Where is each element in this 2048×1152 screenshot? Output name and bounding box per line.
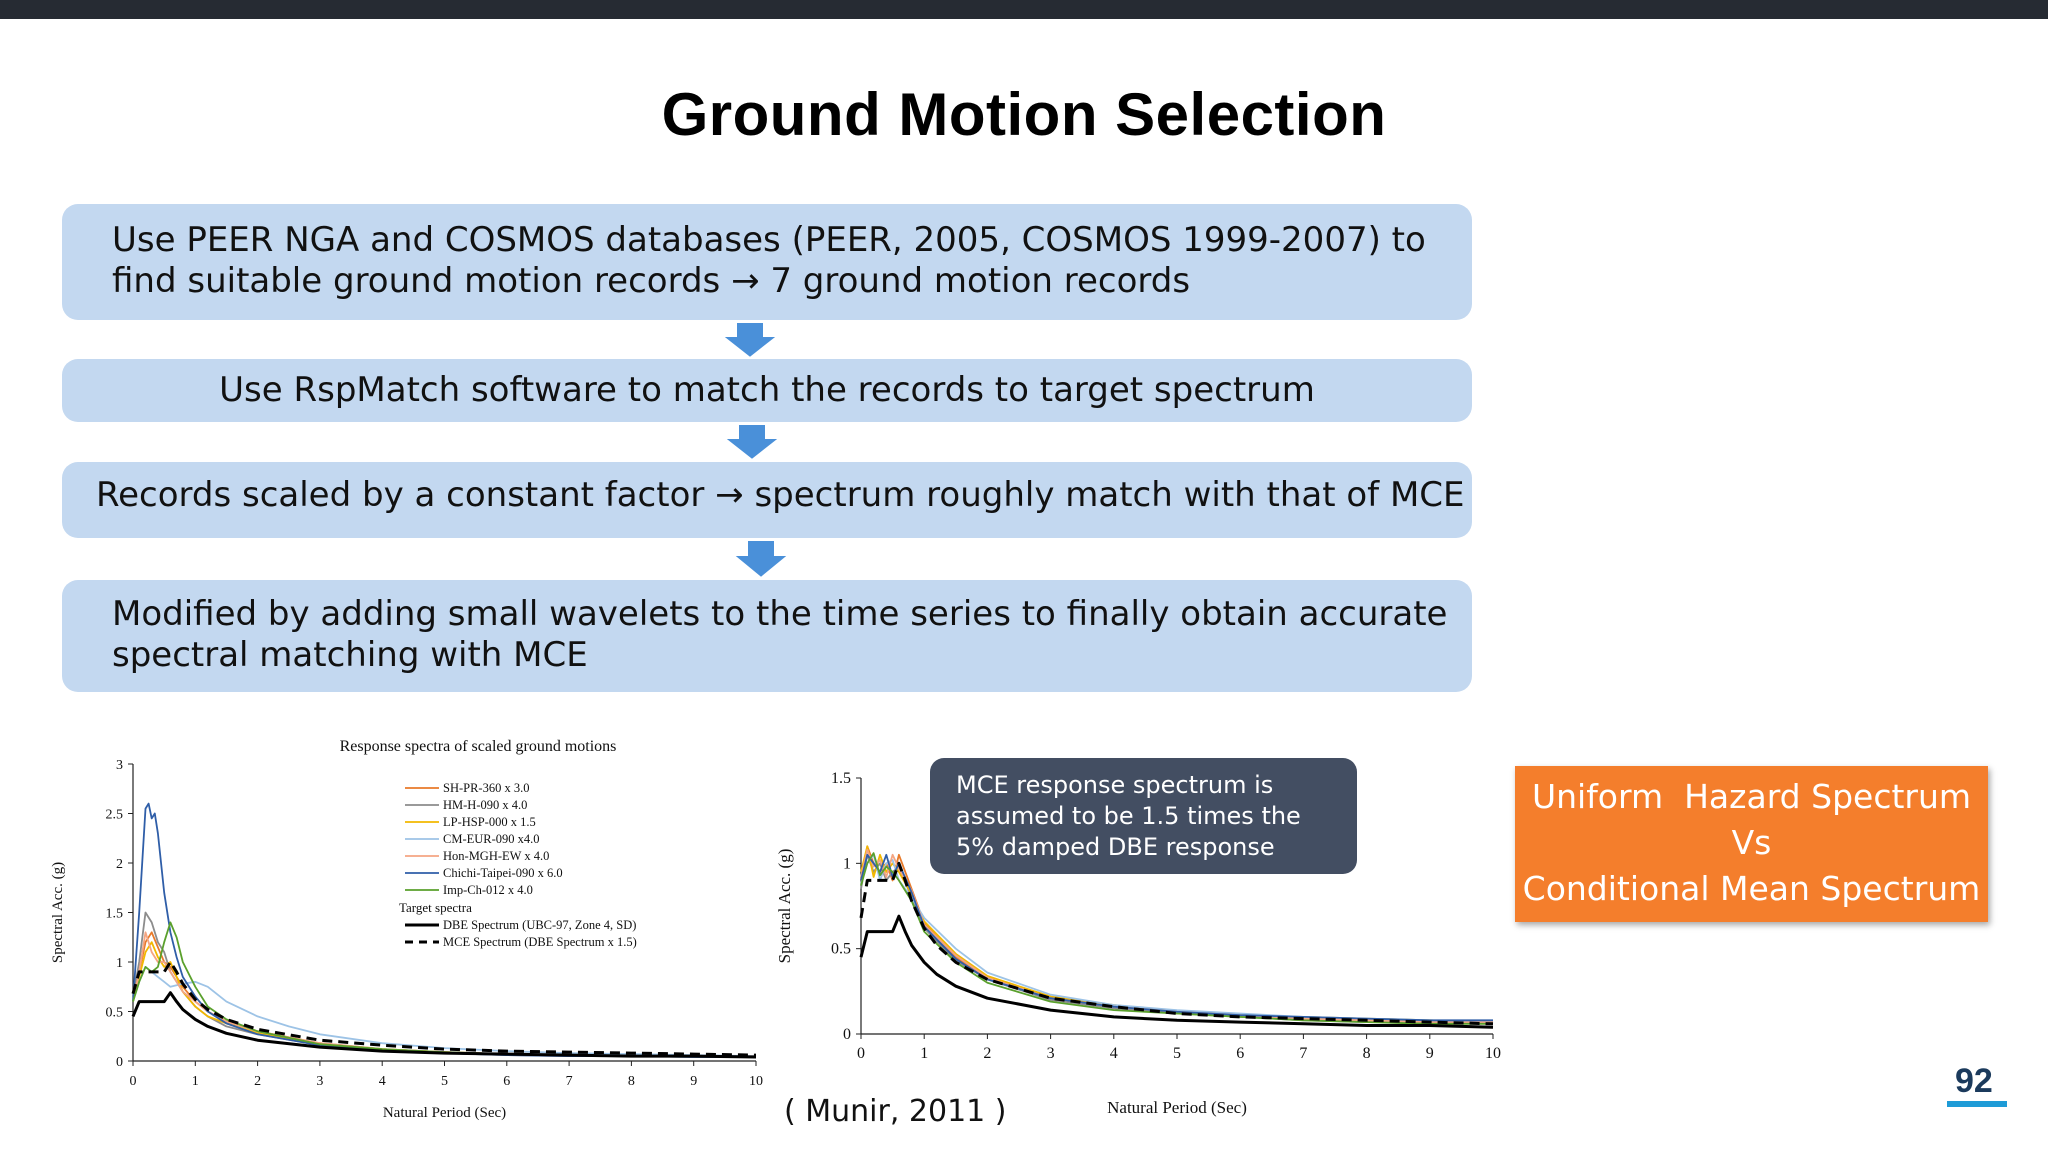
series-line-5 xyxy=(860,853,1493,1022)
x-tick-label: 4 xyxy=(1110,1045,1118,1062)
down-arrow-icon xyxy=(720,322,780,358)
legend-label: Imp-Ch-012 x 4.0 xyxy=(443,883,533,897)
series-line-cm-eur-090-x4-0 xyxy=(132,965,757,1057)
y-tick-label: 1 xyxy=(843,855,851,872)
x-tick-label: 5 xyxy=(1173,1045,1181,1062)
mce-callout: MCE response spectrum is assumed to be 1… xyxy=(930,758,1357,874)
x-tick-label: 7 xyxy=(1299,1045,1307,1062)
x-tick-label: 6 xyxy=(503,1074,510,1089)
x-tick-label: 0 xyxy=(857,1045,865,1062)
y-tick-label: 0.5 xyxy=(831,941,851,958)
flow-step-1: Use PEER NGA and COSMOS databases (PEER,… xyxy=(62,204,1472,320)
highlight-line-1: Uniform Hazard Spectrum xyxy=(1531,777,1972,816)
x-tick-label: 10 xyxy=(1485,1045,1501,1062)
y-tick-label: 2 xyxy=(116,857,123,872)
series-line-1 xyxy=(860,853,1494,1025)
y-tick-label: 1.5 xyxy=(106,907,124,922)
response-spectra-chart-right: 0 1 2 3 4 5 6 7 8 9 10 0 0.5 1 1.5 Natural Period (Sec)… xyxy=(775,770,1501,1117)
response-spectra-chart-left: Response spectra of scaled ground motion… xyxy=(50,738,763,1121)
series-line-lp-hsp-000-x-1-5 xyxy=(132,941,757,1058)
flow-step-4-line-1: Modified by adding small wavelets to the… xyxy=(112,594,1448,634)
x-tick-label: 1 xyxy=(920,1045,928,1062)
top-bar xyxy=(0,0,2048,19)
legend-label: HM-H-090 x 4.0 xyxy=(443,798,527,812)
down-arrow-icon xyxy=(731,540,791,578)
callout-line-2: assumed to be 1.5 times the xyxy=(956,802,1301,830)
legend-label: LP-HSP-000 x 1.5 xyxy=(443,815,536,829)
y-tick-label: 3 xyxy=(116,758,123,773)
y-tick-label: 2.5 xyxy=(106,808,124,823)
legend-label: MCE Spectrum (DBE Spectrum x 1.5) xyxy=(443,935,637,949)
flow-step-4-line-2: spectral matching with MCE xyxy=(112,635,588,675)
y-tick-label: 0.5 xyxy=(106,1006,124,1021)
series-line-8 xyxy=(859,861,1494,1026)
series-line-mce-spectrum-dbe-spectrum-x-1-5 xyxy=(131,960,757,1057)
x-tick-label: 3 xyxy=(316,1074,323,1089)
series-line-dbe-spectrum-ubc-97-zone-4-sd xyxy=(131,991,757,1059)
x-tick-label: 10 xyxy=(749,1074,763,1089)
y-axis-label: Spectral Acc. (g) xyxy=(775,849,794,964)
series-line-6 xyxy=(860,852,1493,1025)
flow-step-4: Modified by adding small wavelets to the… xyxy=(62,580,1472,692)
series-line-3 xyxy=(860,853,1494,1023)
x-tick-label: 0 xyxy=(130,1074,137,1089)
legend-label: Chichi-Taipei-090 x 6.0 xyxy=(443,866,563,880)
y-tick-label: 0 xyxy=(843,1026,851,1043)
series-line-sh-pr-360-x-3-0 xyxy=(132,931,756,1058)
legend-label: SH-PR-360 x 3.0 xyxy=(443,781,529,795)
x-tick-label: 3 xyxy=(1047,1045,1055,1062)
slide-title: Ground Motion Selection xyxy=(661,81,1387,148)
uhs-vs-cms-box: Uniform Hazard Spectrum Vs Conditional M… xyxy=(1515,766,1988,922)
flow-step-1-line-1: Use PEER NGA and COSMOS databases (PEER,… xyxy=(112,220,1426,260)
legend-label: CM-EUR-090 x4.0 xyxy=(443,832,540,846)
chart-title: Response spectra of scaled ground motion… xyxy=(340,738,617,755)
x-tick-label: 2 xyxy=(983,1045,991,1062)
series-line-hon-mgh-ew-x-4-0 xyxy=(132,931,757,1058)
callout-line-3: 5% damped DBE response xyxy=(956,833,1275,861)
legend-label: Hon-MGH-EW x 4.0 xyxy=(443,849,549,863)
y-tick-label: 0 xyxy=(116,1055,123,1070)
y-tick-label: 1.5 xyxy=(831,770,851,787)
y-axis-label: Spectral Acc. (g) xyxy=(50,862,66,963)
legend-label: DBE Spectrum (UBC-97, Zone 4, SD) xyxy=(443,918,636,932)
legend-heading: Target spectra xyxy=(399,900,472,915)
x-axis-label: Natural Period (Sec) xyxy=(383,1105,506,1121)
series-line-7 xyxy=(859,914,1494,1029)
flow-step-1-line-2: find suitable ground motion records → 7 … xyxy=(112,261,1191,301)
x-tick-label: 1 xyxy=(192,1074,199,1089)
flow-step-2: Use RspMatch software to match the recor… xyxy=(62,359,1472,422)
page-number-underline xyxy=(1947,1101,2007,1107)
x-tick-label: 7 xyxy=(566,1074,573,1089)
down-arrow-icon xyxy=(722,424,782,460)
x-tick-label: 5 xyxy=(441,1074,448,1089)
citation: ( Munir, 2011 ) xyxy=(784,1094,1007,1129)
y-tick-label: 1 xyxy=(116,956,123,971)
x-tick-label: 9 xyxy=(690,1074,697,1089)
highlight-line-3: Conditional Mean Spectrum xyxy=(1522,869,1981,908)
x-tick-label: 4 xyxy=(379,1074,386,1089)
x-tick-label: 8 xyxy=(1363,1045,1371,1062)
x-tick-label: 2 xyxy=(254,1074,261,1089)
series-line-4 xyxy=(860,848,1493,1024)
x-tick-label: 8 xyxy=(628,1074,635,1089)
x-tick-label: 6 xyxy=(1236,1045,1244,1062)
x-axis-label: Natural Period (Sec) xyxy=(1107,1098,1247,1117)
page-number: 92 xyxy=(1955,1062,1993,1100)
x-tick-label: 9 xyxy=(1426,1045,1434,1062)
highlight-line-2: Vs xyxy=(1731,823,1772,862)
callout-line-1: MCE response spectrum is xyxy=(956,771,1274,799)
flow-step-3: Records scaled by a constant factor → sp… xyxy=(62,462,1472,538)
